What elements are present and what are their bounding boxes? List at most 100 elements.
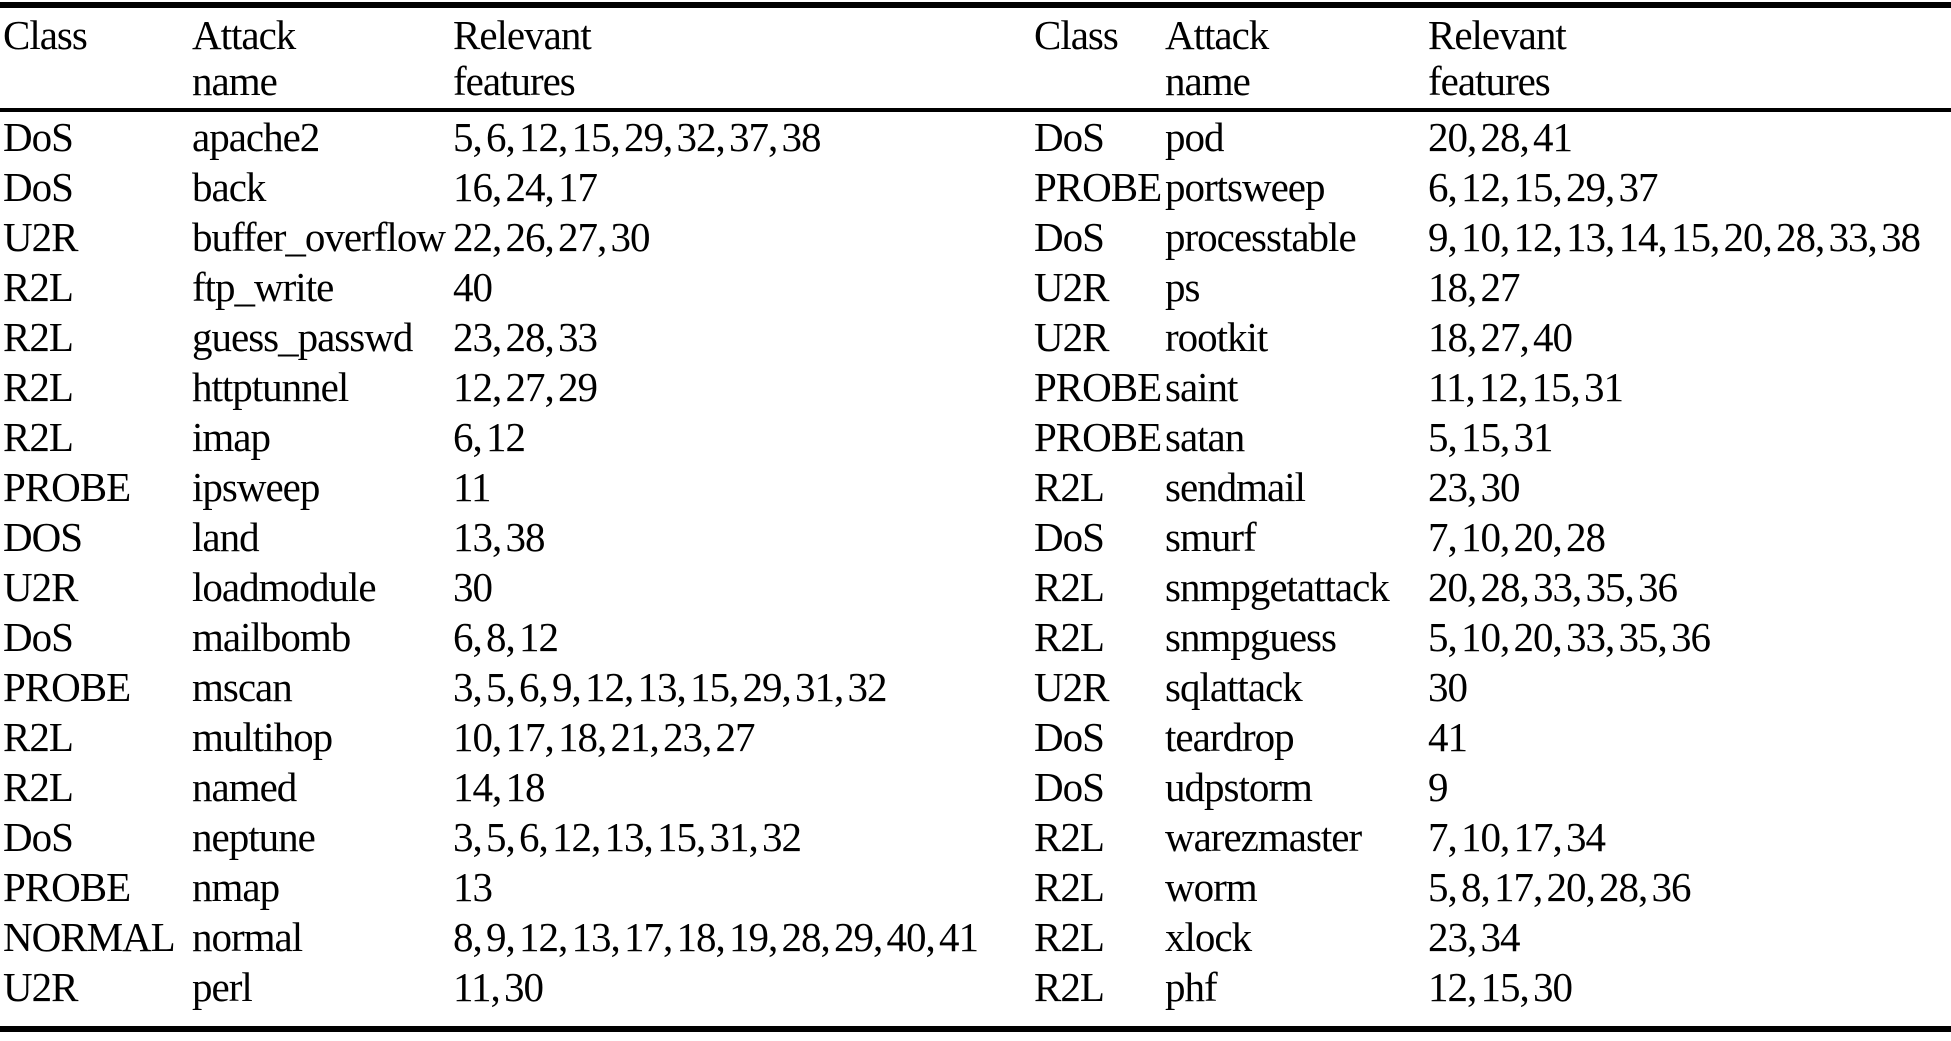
table-row: NORMAL normal 8, 9, 12, 13, 17, 18, 19, …	[3, 912, 1031, 962]
column-header-class: Class	[3, 12, 88, 58]
relevant-features-cell: 10, 17, 18, 21, 23, 27	[453, 714, 756, 760]
attack-name-cell: ps	[1165, 264, 1200, 310]
attack-class-cell: PROBE	[1034, 164, 1162, 210]
attack-name-cell: mailbomb	[192, 614, 351, 660]
column-header-relevant-features: Relevant features	[1428, 12, 1567, 104]
attack-name-cell: httptunnel	[192, 364, 349, 410]
relevant-features-cell: 7, 10, 20, 28	[1428, 514, 1606, 560]
relevant-features-cell: 23, 30	[1428, 464, 1521, 510]
relevant-features-cell: 30	[453, 564, 493, 610]
attack-class-cell: DoS	[3, 814, 74, 860]
table-row: DoS processtable 9, 10, 12, 13, 14, 15, …	[1034, 212, 1951, 262]
attack-name-cell: sqlattack	[1165, 664, 1303, 710]
header-separator-line	[0, 108, 1951, 112]
attack-name-cell: snmpguess	[1165, 614, 1337, 660]
relevant-features-cell: 8, 9, 12, 13, 17, 18, 19, 28, 29, 40, 41	[453, 914, 979, 960]
relevant-features-cell: 18, 27	[1428, 264, 1521, 310]
table-row: PROBE portsweep 6, 12, 15, 29, 37	[1034, 162, 1951, 212]
attack-class-cell: R2L	[1034, 814, 1105, 860]
relevant-features-cell: 3, 5, 6, 9, 12, 13, 15, 29, 31, 32	[453, 664, 888, 710]
attack-name-cell: ftp_write	[192, 264, 334, 310]
table-row: PROBE nmap 13	[3, 862, 1031, 912]
attack-name-cell: mscan	[192, 664, 293, 710]
table-top-border	[0, 2, 1951, 8]
column-header-relevant-features: Relevant features	[453, 12, 592, 104]
table-row: U2R rootkit 18, 27, 40	[1034, 312, 1951, 362]
attack-name-cell: saint	[1165, 364, 1238, 410]
table-row: DoS neptune 3, 5, 6, 12, 13, 15, 31, 32	[3, 812, 1031, 862]
attack-name-cell: udpstorm	[1165, 764, 1313, 810]
table-row: R2L warezmaster 7, 10, 17, 34	[1034, 812, 1951, 862]
attack-class-cell: U2R	[1034, 664, 1109, 710]
relevant-features-cell: 5, 6, 12, 15, 29, 32, 37, 38	[453, 114, 822, 160]
relevant-features-cell: 12, 27, 29	[453, 364, 598, 410]
relevant-features-cell: 12, 15, 30	[1428, 964, 1573, 1010]
attack-features-table-right: Class Attack name Relevant features DoS …	[1034, 12, 1951, 1012]
relevant-features-cell: 6, 8, 12	[453, 614, 559, 660]
table-row: R2L worm 5, 8, 17, 20, 28, 36	[1034, 862, 1951, 912]
table-row: R2L sendmail 23, 30	[1034, 462, 1951, 512]
attack-class-cell: PROBE	[1034, 364, 1162, 410]
attack-name-cell: land	[192, 514, 260, 560]
relevant-features-cell: 22, 26, 27, 30	[453, 214, 651, 260]
attack-name-cell: warezmaster	[1165, 814, 1362, 860]
table-row: R2L snmpguess 5, 10, 20, 33, 35, 36	[1034, 612, 1951, 662]
attack-name-cell: back	[192, 164, 266, 210]
table-row: PROBE satan 5, 15, 31	[1034, 412, 1951, 462]
relevant-features-cell: 30	[1428, 664, 1468, 710]
attack-name-cell: imap	[192, 414, 271, 460]
column-header-attack-name: Attack name	[192, 12, 296, 104]
attack-class-cell: R2L	[3, 714, 74, 760]
relevant-features-cell: 20, 28, 41	[1428, 114, 1573, 160]
attack-name-cell: named	[192, 764, 297, 810]
relevant-features-cell: 11, 12, 15, 31	[1428, 364, 1624, 410]
attack-name-cell: smurf	[1165, 514, 1257, 560]
attack-name-cell: satan	[1165, 414, 1245, 460]
attack-class-cell: R2L	[3, 264, 74, 310]
relevant-features-cell: 9, 10, 12, 13, 14, 15, 20, 28, 33, 38	[1428, 214, 1921, 260]
table-row: DOS land 13, 38	[3, 512, 1031, 562]
attack-name-cell: portsweep	[1165, 164, 1326, 210]
table-row: U2R perl 11, 30	[3, 962, 1031, 1012]
table-row: DoS pod 20, 28, 41	[1034, 112, 1951, 162]
attack-name-cell: nmap	[192, 864, 280, 910]
attack-class-cell: NORMAL	[3, 914, 176, 960]
attack-class-cell: PROBE	[3, 464, 131, 510]
attack-name-cell: apache2	[192, 114, 320, 160]
table-row: DoS smurf 7, 10, 20, 28	[1034, 512, 1951, 562]
table-row: R2L httptunnel 12, 27, 29	[3, 362, 1031, 412]
attack-name-cell: phf	[1165, 964, 1218, 1010]
attack-name-cell: normal	[192, 914, 303, 960]
attack-class-cell: R2L	[1034, 914, 1105, 960]
attack-class-cell: DoS	[3, 164, 74, 210]
attack-name-cell: multihop	[192, 714, 333, 760]
attack-name-cell: xlock	[1165, 914, 1252, 960]
relevant-features-cell: 20, 28, 33, 35, 36	[1428, 564, 1678, 610]
relevant-features-cell: 5, 8, 17, 20, 28, 36	[1428, 864, 1692, 910]
attack-class-cell: U2R	[3, 964, 78, 1010]
attack-class-cell: DoS	[1034, 764, 1105, 810]
table-header-row: Class Attack name Relevant features	[3, 12, 1031, 112]
table-row: PROBE mscan 3, 5, 6, 9, 12, 13, 15, 29, …	[3, 662, 1031, 712]
attack-class-cell: R2L	[3, 364, 74, 410]
attack-class-cell: R2L	[1034, 964, 1105, 1010]
table-row: DoS back 16, 24, 17	[3, 162, 1031, 212]
relevant-features-cell: 40	[453, 264, 493, 310]
relevant-features-cell: 9	[1428, 764, 1449, 810]
table-row: R2L ftp_write 40	[3, 262, 1031, 312]
column-header-class: Class	[1034, 12, 1119, 58]
attack-name-cell: loadmodule	[192, 564, 377, 610]
relevant-features-cell: 5, 15, 31	[1428, 414, 1554, 460]
relevant-features-cell: 41	[1428, 714, 1468, 760]
table-row: U2R buffer_overflow 22, 26, 27, 30	[3, 212, 1031, 262]
table-row: U2R loadmodule 30	[3, 562, 1031, 612]
table-row: DoS mailbomb 6, 8, 12	[3, 612, 1031, 662]
attack-class-cell: DoS	[3, 614, 74, 660]
attack-name-cell: guess_passwd	[192, 314, 413, 360]
attack-class-cell: U2R	[1034, 314, 1109, 360]
column-header-attack-name: Attack name	[1165, 12, 1269, 104]
attack-class-cell: DoS	[1034, 114, 1105, 160]
attack-class-cell: U2R	[1034, 264, 1109, 310]
attack-class-cell: U2R	[3, 564, 78, 610]
attack-class-cell: R2L	[1034, 464, 1105, 510]
